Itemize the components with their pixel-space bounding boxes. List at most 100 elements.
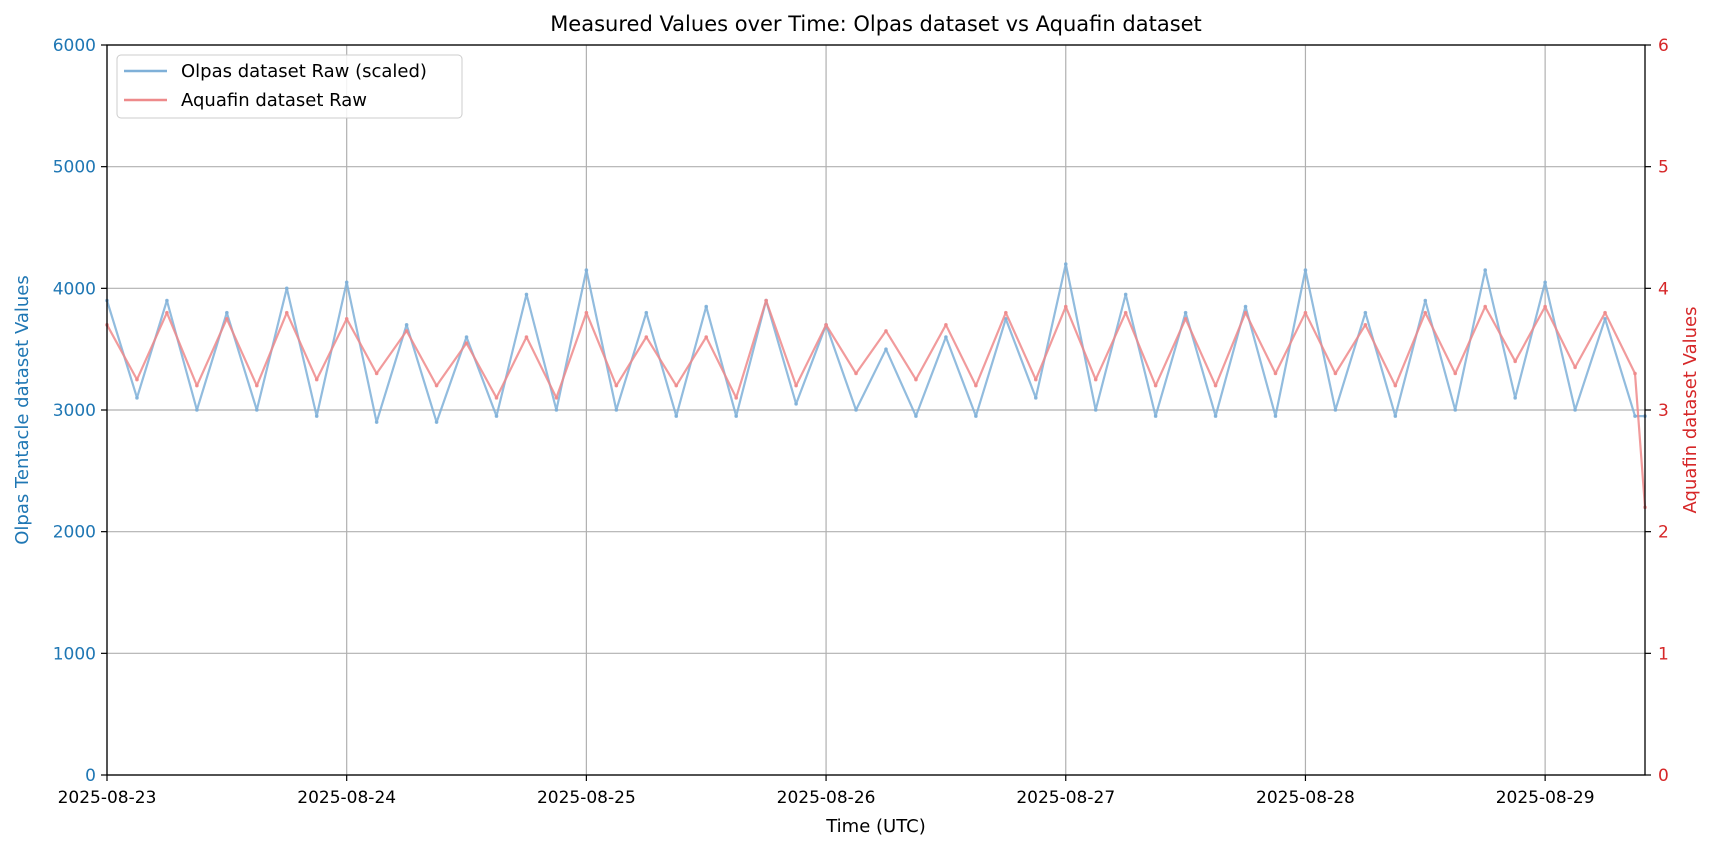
left-y-tick-label: 0 [85, 766, 96, 786]
aquafin-point [1363, 323, 1368, 327]
olpas-point [344, 280, 349, 285]
aquafin-point [225, 316, 229, 321]
aquafin-point [644, 335, 649, 339]
olpas-point [1453, 408, 1458, 412]
aquafin-point [1213, 383, 1218, 388]
olpas-point [554, 408, 559, 412]
left-y-axis-label: Olpas Tentacle dataset Values [12, 275, 33, 545]
x-tick-label: 2025-08-23 [58, 788, 157, 808]
left-y-axis: 0 1000 2000 3000 4000 5000 6000 [53, 36, 107, 786]
x-tick-label: 2025-08-29 [1496, 788, 1595, 808]
right-y-tick-label: 3 [1658, 401, 1669, 421]
olpas-point [1213, 414, 1218, 418]
x-tick-label: 2025-08-27 [1016, 788, 1115, 808]
right-y-tick-label: 0 [1658, 766, 1669, 786]
aquafin-point [524, 335, 529, 339]
aquafin-point [1183, 316, 1188, 321]
olpas-point [1183, 310, 1188, 315]
olpas-point [854, 408, 858, 412]
aquafin-point [404, 329, 409, 333]
aquafin-point [794, 383, 798, 388]
aquafin-point [614, 383, 619, 388]
aquafin-point [1063, 304, 1068, 309]
grid [106, 44, 1645, 776]
aquafin-point [1033, 377, 1038, 382]
aquafin-point [344, 316, 349, 321]
legend-label-olpas: Olpas dataset Raw (scaled) [181, 61, 427, 82]
x-tick-label: 2025-08-28 [1256, 788, 1355, 808]
aquafin-point [1483, 304, 1488, 309]
aquafin-point [1153, 383, 1158, 388]
aquafin-point [764, 298, 768, 303]
aquafin-point [1573, 365, 1577, 370]
aquafin-point [464, 341, 469, 345]
olpas-point [195, 408, 199, 412]
legend-box [116, 54, 463, 119]
aquafin-point [284, 310, 289, 315]
olpas-point [644, 310, 649, 315]
aquafin-point [914, 377, 918, 382]
olpas-point [1004, 316, 1008, 321]
right-y-axis: 0 1 2 3 4 5 6 [1645, 36, 1669, 786]
olpas-point [1063, 262, 1068, 266]
olpas-point [1513, 396, 1517, 400]
aquafin-point [704, 335, 709, 339]
olpas-point [1633, 414, 1637, 418]
olpas-point [704, 304, 709, 309]
x-axis: 2025-08-23 2025-08-24 2025-08-25 2025-08-26… [58, 775, 1595, 808]
olpas-point [374, 420, 379, 424]
x-tick-label: 2025-08-26 [777, 788, 876, 808]
olpas-point [1423, 298, 1428, 303]
aquafin-point [1273, 371, 1278, 376]
aquafin-point [255, 383, 259, 388]
olpas-point [404, 323, 409, 327]
right-y-tick-label: 6 [1658, 36, 1669, 56]
aquafin-point [974, 383, 978, 388]
olpas-point [794, 402, 798, 406]
aquafin-point [584, 310, 589, 315]
aquafin-point [944, 323, 948, 327]
aquafin-point [1603, 310, 1607, 315]
aquafin-point [1123, 310, 1128, 315]
aquafin-point [554, 396, 559, 400]
aquafin-point [434, 383, 439, 388]
olpas-point [1033, 396, 1038, 400]
right-y-tick-label: 5 [1658, 158, 1669, 178]
olpas-point [255, 408, 259, 412]
left-y-tick-label: 5000 [53, 158, 96, 178]
aquafin-point [1633, 371, 1637, 376]
aquafin-point [884, 329, 888, 333]
legend: Olpas dataset Raw (scaled) Aquafin datas… [116, 54, 463, 119]
right-y-tick-label: 4 [1658, 279, 1669, 299]
aquafin-point [165, 310, 169, 315]
aquafin-point [1333, 371, 1338, 376]
legend-label-aquafin: Aquafin dataset Raw [181, 90, 367, 111]
olpas-point [974, 414, 978, 418]
olpas-point [1153, 414, 1158, 418]
olpas-point [314, 414, 319, 418]
aquafin-point [1303, 310, 1308, 315]
aquafin-point [1093, 377, 1098, 382]
olpas-point [914, 414, 918, 418]
olpas-point [614, 408, 619, 412]
right-y-tick-label: 2 [1658, 523, 1669, 543]
aquafin-point [1453, 371, 1458, 376]
olpas-point [1333, 408, 1338, 412]
olpas-point [1273, 414, 1278, 418]
right-y-tick-label: 1 [1658, 644, 1669, 664]
olpas-point [1123, 292, 1128, 297]
olpas-point [1483, 268, 1488, 272]
aquafin-point [1543, 304, 1547, 309]
aquafin-point [374, 371, 379, 376]
aquafin-point [674, 383, 679, 388]
aquafin-point [1513, 359, 1517, 364]
aquafin-point [135, 377, 139, 382]
olpas-point [1603, 316, 1607, 321]
olpas-point [1543, 280, 1547, 285]
left-y-tick-label: 3000 [53, 401, 96, 421]
left-y-tick-label: 1000 [53, 644, 96, 664]
olpas-point [734, 414, 738, 418]
olpas-point [584, 268, 589, 272]
